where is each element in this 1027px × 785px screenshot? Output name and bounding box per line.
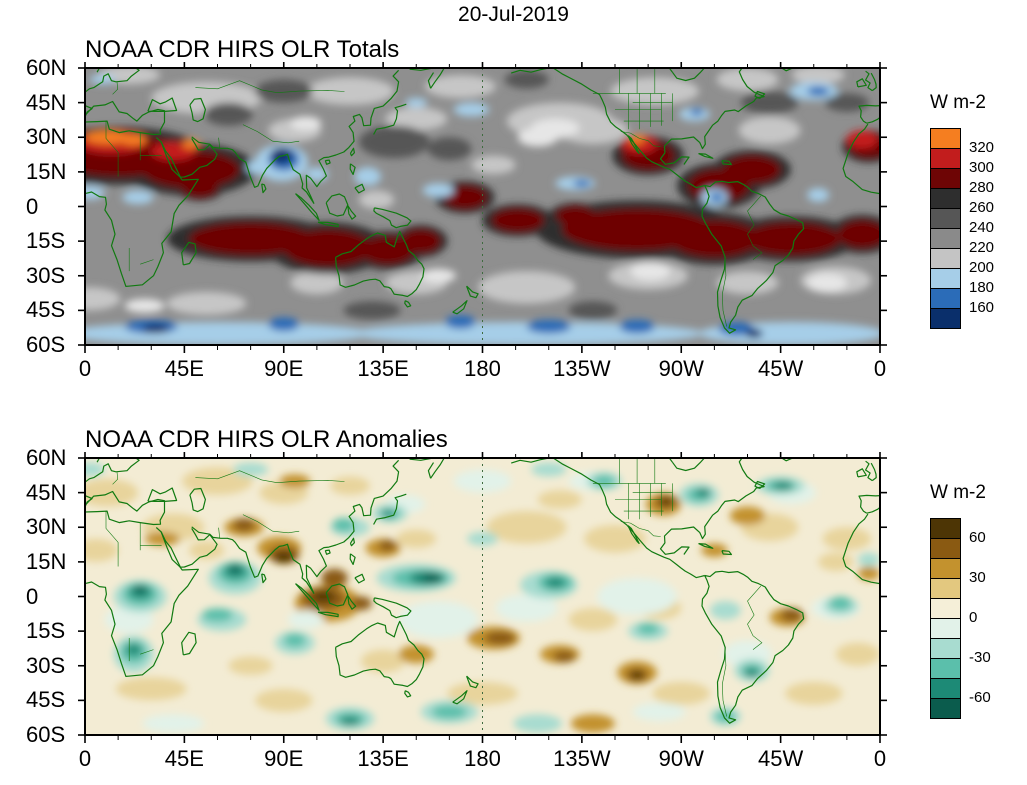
anomalies-field <box>85 458 880 735</box>
colorbar-tick-label: 0 <box>969 609 978 626</box>
lon-label: 180 <box>464 356 501 381</box>
anomalies-coastlines <box>85 458 880 724</box>
colorbar-box <box>930 288 961 309</box>
colorbar-tick-label: 220 <box>969 239 995 256</box>
lat-label: 30S <box>26 262 66 288</box>
colorbar-box <box>930 208 961 229</box>
lon-label: 135W <box>553 746 611 771</box>
lat-label: 60N <box>26 445 67 470</box>
lon-label: 45E <box>164 746 204 771</box>
colorbar-box <box>930 678 961 699</box>
lon-label: 180 <box>464 746 501 771</box>
colorbar-tick-label: 30 <box>969 569 986 586</box>
lat-label: 15S <box>26 228 66 254</box>
colorbar-box <box>930 128 961 149</box>
lat-label: 15N <box>26 548 67 574</box>
anomalies-panel-title: NOAA CDR HIRS OLR Anomalies <box>85 426 448 453</box>
totals-map <box>78 62 887 353</box>
lat-label: 60S <box>26 722 66 747</box>
lon-label: 90W <box>658 356 704 381</box>
lat-label: 0 <box>26 583 39 609</box>
colorbar-box <box>930 638 961 659</box>
anomalies-map <box>78 452 887 743</box>
totals-field <box>85 68 880 345</box>
colorbar-box <box>930 618 961 639</box>
lon-label: 45W <box>758 356 804 381</box>
colorbar-tick-label: 300 <box>969 159 995 176</box>
totals-coastlines <box>85 68 880 334</box>
lat-label: 45S <box>26 297 66 323</box>
colorbar-tick-label: 160 <box>969 299 995 316</box>
lat-label: 45N <box>26 89 67 115</box>
lat-label: 30S <box>26 652 66 678</box>
totals-colorbar-units: W m-2 <box>930 92 986 113</box>
lon-label: 0 <box>873 746 887 771</box>
totals-map-svg <box>78 62 887 353</box>
colorbar-box <box>930 308 961 329</box>
colorbar-tick-label: 240 <box>969 219 995 236</box>
lat-label: 15S <box>26 618 66 644</box>
lon-label: 90W <box>658 746 704 771</box>
colorbar-tick-label: 180 <box>969 279 995 296</box>
lat-label: 30N <box>26 124 67 150</box>
totals-panel-title: NOAA CDR HIRS OLR Totals <box>85 36 400 63</box>
date-title: 20-Jul-2019 <box>458 3 569 26</box>
lon-label: 0 <box>873 356 887 381</box>
colorbar-box <box>930 248 961 269</box>
lat-label: 45N <box>26 479 67 505</box>
colorbar-tick-label: -30 <box>969 649 991 666</box>
colorbar-box <box>930 698 961 719</box>
colorbar-box <box>930 518 961 539</box>
colorbar-box <box>930 578 961 599</box>
colorbar-box <box>930 538 961 559</box>
lat-label: 45S <box>26 687 66 713</box>
anomalies-colorbar-units: W m-2 <box>930 482 986 503</box>
lon-label: 0 <box>78 356 92 381</box>
lon-label: 90E <box>264 356 304 381</box>
totals-tick-marks <box>78 62 887 353</box>
colorbar-box <box>930 188 961 209</box>
colorbar-tick-label: 320 <box>969 139 995 156</box>
colorbar-box <box>930 148 961 169</box>
lat-label: 0 <box>26 193 39 219</box>
lat-label: 60S <box>26 332 66 357</box>
colorbar-tick-label: 260 <box>969 199 995 216</box>
colorbar-box <box>930 268 961 289</box>
colorbar-box <box>930 558 961 579</box>
lat-label: 15N <box>26 158 67 184</box>
lon-label: 45E <box>164 356 204 381</box>
lon-label: 0 <box>78 746 92 771</box>
colorbar-tick-label: 60 <box>969 529 986 546</box>
lat-label: 60N <box>26 55 67 80</box>
lon-label: 135E <box>357 746 409 771</box>
lon-label: 90E <box>264 746 304 771</box>
colorbar-box <box>930 658 961 679</box>
colorbar-box <box>930 598 961 619</box>
colorbar-tick-label: 200 <box>969 259 995 276</box>
colorbar-tick-label: 280 <box>969 179 995 196</box>
lon-label: 45W <box>758 746 804 771</box>
anomalies-tick-marks <box>78 452 887 743</box>
lon-label: 135W <box>553 356 611 381</box>
colorbar-box <box>930 228 961 249</box>
colorbar-box <box>930 168 961 189</box>
colorbar-tick-label: -60 <box>969 689 991 706</box>
lon-label: 135E <box>357 356 409 381</box>
anomalies-map-svg <box>78 452 887 743</box>
lat-label: 30N <box>26 514 67 540</box>
